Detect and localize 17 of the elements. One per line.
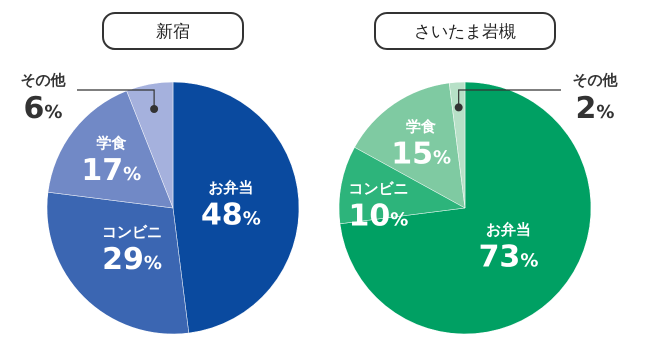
slice-label: お弁当 [486, 220, 531, 238]
slice-label: コンビニ [348, 179, 408, 198]
data-label: 29% [102, 242, 162, 277]
data-label: 73% [478, 239, 538, 274]
slice-label: 学食 [406, 117, 436, 136]
slice-label: その他 [20, 71, 66, 89]
data-label: 6% [24, 91, 62, 126]
data-label: 17% [81, 153, 142, 188]
slice-label: コンビニ [102, 222, 162, 241]
data-label: 2% [576, 91, 614, 126]
chart-title: 新宿 [156, 22, 190, 42]
data-label: 48% [200, 197, 261, 232]
slice-label: その他 [572, 71, 618, 89]
slice-label: お弁当 [208, 178, 254, 196]
chart-title: さいたま岩槻 [414, 22, 516, 42]
data-label: 15% [391, 136, 451, 172]
slice-label: 学食 [96, 134, 126, 152]
